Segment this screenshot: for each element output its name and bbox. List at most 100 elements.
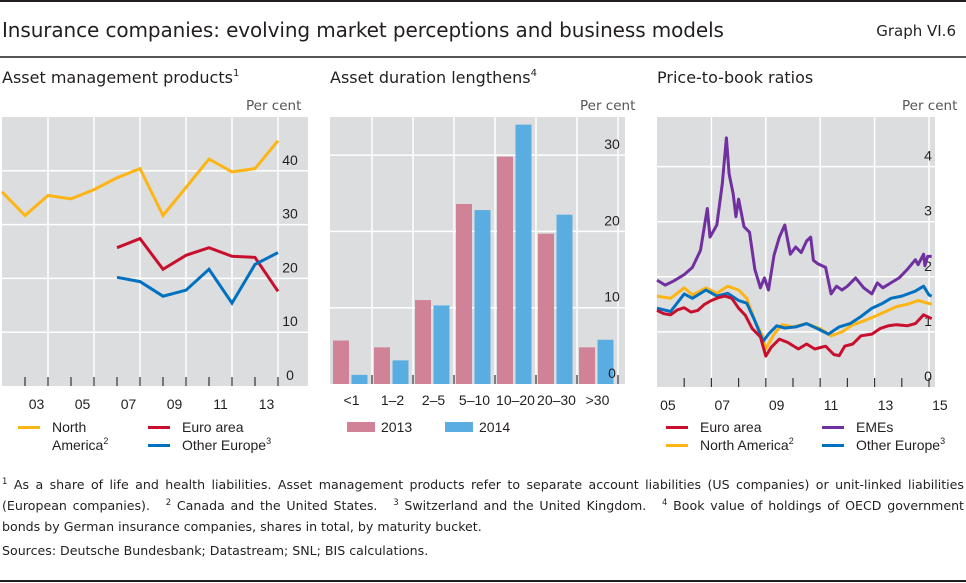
graph-id: Graph VI.6 <box>876 22 956 40</box>
y-tick-label: 3 <box>924 203 932 219</box>
panel2-title-text: Asset duration lengthens <box>330 68 531 87</box>
panel1-title: Asset management products1 <box>2 68 239 87</box>
bar-2014-4 <box>515 124 532 384</box>
legend-label: Other Europe3 <box>182 436 272 454</box>
panel1-title-footnote: 1 <box>232 68 240 79</box>
footnotes: 1 As a share of life and health liabilit… <box>2 474 964 537</box>
x-tick-label: 07 <box>714 397 730 413</box>
y-tick-label: 4 <box>924 148 932 164</box>
legend-swatch <box>666 426 688 429</box>
x-tick-label: 11 <box>213 396 228 412</box>
y-tick-label: 2 <box>924 258 932 274</box>
chart-asset-management: 0 10 20 30 40 03 05 07 09 11 13 <box>0 117 308 412</box>
footnote-text: Canada and the United States. <box>176 498 378 513</box>
bar-2013-3 <box>456 203 472 384</box>
footnote-text: As a share of life and health liabilitie… <box>2 477 964 513</box>
series-line-other-europe <box>656 284 933 343</box>
x-tick-label: 05 <box>75 396 91 412</box>
panel3-unit: Per cent <box>902 98 958 114</box>
bar-2014-6 <box>597 339 614 384</box>
legend-swatch <box>148 444 170 447</box>
legend-swatch <box>18 426 40 429</box>
x-tick-label: 1–2 <box>381 392 405 408</box>
y-tick-label: 30 <box>282 206 298 222</box>
bar-2013-1 <box>374 347 390 384</box>
y-tick-label: 10 <box>604 289 620 305</box>
bar-2014-3 <box>474 210 491 384</box>
legend-swatch <box>822 444 844 447</box>
x-tick-label: >30 <box>586 392 610 408</box>
y-tick-label: 0 <box>608 365 616 381</box>
panel3-title: Price-to-book ratios <box>657 68 813 87</box>
x-tick-label: 5–10 <box>459 392 490 408</box>
sources: Sources: Deutsche Bundesbank; Datastream… <box>2 543 429 558</box>
y-tick-label: 20 <box>282 259 298 275</box>
series-line-euro-area <box>656 294 933 358</box>
legend-label: Euro area <box>700 419 762 435</box>
y-tick-label: 20 <box>604 212 620 228</box>
series-line-emes <box>656 136 932 296</box>
series-line-north-america <box>656 284 933 351</box>
legend-label: Euro area <box>182 419 244 435</box>
bar-2013-0 <box>333 340 349 384</box>
x-tick-label: 11 <box>824 397 839 413</box>
series-line-north-america <box>0 139 280 219</box>
legend-label: North America2 <box>52 419 109 453</box>
x-tick-label: 15 <box>932 397 948 413</box>
x-tick-label: 05 <box>660 397 676 413</box>
x-tick-label: 13 <box>878 397 894 413</box>
legend-swatch <box>148 426 170 429</box>
panel2-unit: Per cent <box>580 98 636 114</box>
legend-label: Other Europe3 <box>856 436 946 454</box>
y-tick-label: 0 <box>924 368 932 384</box>
chart-asset-duration: <1 1–2 2–5 5–10 10–20 20–30 >30 0 10 20 30 <box>330 117 625 408</box>
y-tick-label: 30 <box>604 136 620 152</box>
panel2-title-footnote: 4 <box>530 68 537 79</box>
footnote-marker: 3 <box>393 498 399 508</box>
graph-title: Insurance companies: evolving market per… <box>2 18 724 42</box>
legend-label: 2014 <box>479 419 511 435</box>
x-tick-label: 13 <box>259 396 275 412</box>
chart-price-to-book: 0 1 2 3 4 05 07 09 11 13 15 <box>656 117 948 413</box>
bar-2014-5 <box>556 214 573 384</box>
footnote-marker: 1 <box>2 477 8 487</box>
x-tick-label: 09 <box>769 397 785 413</box>
panel1-unit: Per cent <box>246 98 302 114</box>
footnote-text: Book value of holdings of OECD governmen… <box>2 498 964 534</box>
plot-area <box>2 117 308 386</box>
legend-swatch <box>445 422 473 432</box>
x-tick-label: 2–5 <box>422 392 446 408</box>
legend-label: 2013 <box>381 419 413 435</box>
series-line-other-europe <box>116 251 279 306</box>
x-tick-label: 03 <box>29 396 45 412</box>
bar-2014-1 <box>392 360 409 384</box>
bar-2014-0 <box>351 374 368 384</box>
y-tick-label: 0 <box>286 367 294 383</box>
legend-swatch <box>347 422 375 432</box>
y-tick-label: 1 <box>924 313 932 329</box>
x-tick-label: 09 <box>167 396 183 412</box>
panel2-title: Asset duration lengthens4 <box>330 68 537 87</box>
bar-2013-4 <box>497 156 513 384</box>
bar-2014-2 <box>433 305 450 384</box>
footnote-marker: 2 <box>165 498 172 508</box>
title-rule <box>0 56 966 58</box>
bar-2013-2 <box>415 300 431 384</box>
bar-2013-6 <box>579 347 595 384</box>
bar-2013-5 <box>538 233 554 384</box>
y-tick-label: 10 <box>282 313 298 329</box>
panel1-title-text: Asset management products <box>2 68 233 87</box>
x-tick-label: 07 <box>121 396 137 412</box>
x-tick-label: 10–20 <box>496 392 535 408</box>
panel3-title-text: Price-to-book ratios <box>657 68 814 87</box>
bottom-rule <box>0 580 966 582</box>
top-rule <box>0 0 966 2</box>
series-line-euro-area <box>116 236 280 293</box>
legend-swatch <box>822 426 844 429</box>
footnote-text: Switzerland and the United Kingdom. <box>404 498 647 513</box>
footnote-marker: 4 <box>661 498 668 508</box>
plot-area <box>657 117 935 387</box>
legend-label: North America2 <box>700 436 794 454</box>
x-tick-label: 20–30 <box>537 392 576 408</box>
